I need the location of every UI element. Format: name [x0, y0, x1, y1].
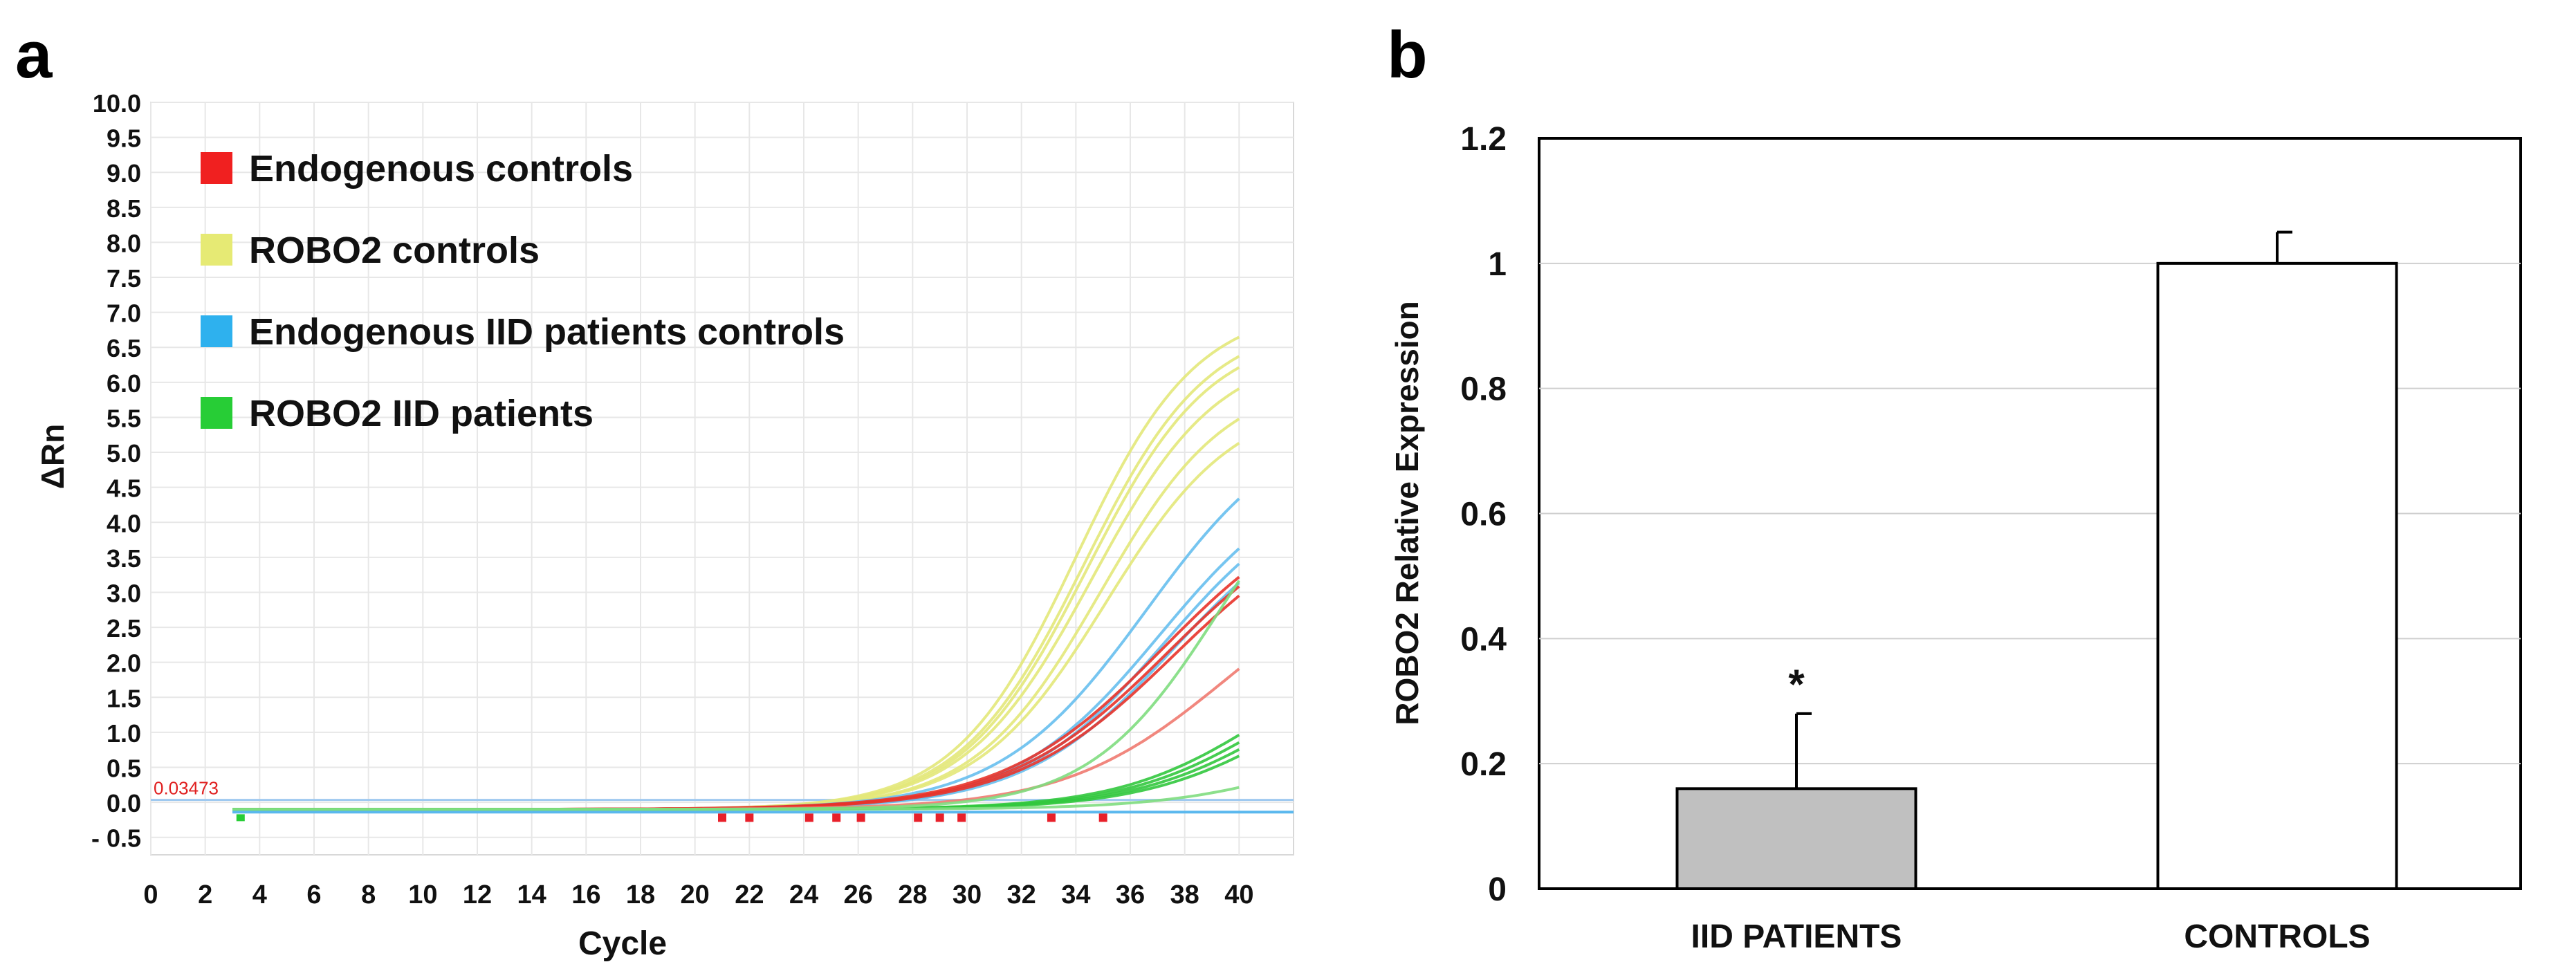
- panel-a-amplification-plot: 0.03473 - 0.5 0.0 0.5 1.0 1.5 2.0 2.5 3.0 3.5 4.0…: [35, 89, 1294, 962]
- panel-a-y-axis-label: ΔRn: [35, 424, 71, 489]
- y-tick-label: 8.0: [107, 229, 141, 257]
- panel-a-plot-area: [150, 102, 1294, 856]
- panel-b-x-ticks: IID PATIENTS CONTROLS: [1691, 918, 2371, 955]
- x-tick-label: 16: [571, 880, 600, 909]
- amplification-curve: [232, 786, 1240, 811]
- legend-label: Endogenous controls: [249, 148, 633, 189]
- x-category-label: IID PATIENTS: [1691, 918, 1902, 955]
- legend-swatch: [201, 234, 232, 266]
- panel-a-y-ticks: - 0.5 0.0 0.5 1.0 1.5 2.0 2.5 3.0 3.5 4.0 4.5 5.0 5.…: [91, 89, 141, 853]
- bar-controls: [2156, 261, 2398, 891]
- y-tick-label: 3.0: [107, 579, 141, 607]
- panel-a-x-axis-label: Cycle: [578, 925, 667, 962]
- x-tick-label: 26: [844, 880, 873, 909]
- ct-marker: [832, 813, 841, 822]
- legend-swatch: [201, 397, 232, 429]
- x-tick-label: 14: [517, 880, 546, 909]
- panel-b-y-axis-label: ROBO2 Relative Expression: [1389, 301, 1425, 725]
- x-tick-label: 30: [953, 880, 982, 909]
- x-tick-label: 2: [198, 880, 212, 909]
- y-tick-label: - 0.5: [91, 824, 141, 853]
- bar-iid-patients: [1675, 787, 1917, 891]
- panel-b-bar-chart: * 0 0.2 0.4 0.6 0.8 1 1.2 IID PATIENTS CONTROLS…: [1389, 121, 2522, 955]
- y-tick-label: 2.5: [107, 614, 141, 642]
- y-tick-label: 4.0: [107, 509, 141, 537]
- panel-b-error-bars: *: [1788, 230, 2292, 789]
- y-tick-label: 0.4: [1460, 621, 1507, 658]
- ct-marker: [957, 813, 966, 822]
- ct-marker: [935, 813, 944, 822]
- x-tick-label: 10: [408, 880, 437, 909]
- x-tick-label: 8: [361, 880, 376, 909]
- legend-label: ROBO2 controls: [249, 230, 540, 271]
- legend-swatch: [201, 315, 232, 347]
- ct-marker: [856, 813, 865, 822]
- y-tick-label: 5.5: [107, 404, 141, 432]
- legend-swatch: [201, 152, 232, 184]
- y-tick-label: 9.0: [107, 159, 141, 187]
- x-tick-label: 34: [1061, 880, 1090, 909]
- x-tick-label: 12: [463, 880, 492, 909]
- y-tick-label: 1: [1488, 246, 1507, 283]
- y-tick-label: 9.5: [107, 124, 141, 153]
- y-tick-label: 10.0: [93, 89, 141, 118]
- y-tick-label: 0: [1488, 871, 1507, 908]
- y-tick-label: 2.0: [107, 649, 141, 678]
- panel-label-b: b: [1387, 18, 1428, 92]
- panel-label-a: a: [15, 18, 53, 92]
- x-tick-label: 32: [1007, 880, 1036, 909]
- ct-marker: [718, 813, 726, 822]
- y-tick-label: 6.5: [107, 334, 141, 362]
- x-category-label: CONTROLS: [2184, 918, 2370, 955]
- ct-marker: [914, 813, 923, 822]
- y-tick-label: 1.0: [107, 719, 141, 748]
- y-tick-label: 8.5: [107, 194, 141, 223]
- x-tick-label: 0: [143, 880, 158, 909]
- y-tick-label: 5.0: [107, 439, 141, 468]
- threshold-label: 0.03473: [154, 778, 219, 799]
- y-tick-label: 0.5: [107, 754, 141, 782]
- x-tick-label: 6: [306, 880, 321, 909]
- y-tick-label: 6.0: [107, 369, 141, 398]
- x-tick-label: 18: [626, 880, 655, 909]
- ct-marker: [1047, 813, 1056, 822]
- panel-b-bars: [1675, 261, 2398, 891]
- x-tick-label: 4: [252, 880, 267, 909]
- panel-a-grid: [150, 102, 1294, 855]
- ct-marker: [1098, 813, 1107, 822]
- x-tick-label: 38: [1170, 880, 1199, 909]
- panel-a-x-ticks: 0 2 4 6 8 10 12 14 16 18 20 22 24 26 28 30 32 34 36 38 40: [143, 880, 1253, 909]
- x-tick-label: 22: [735, 880, 764, 909]
- x-tick-label: 40: [1224, 880, 1253, 909]
- ct-marker: [804, 813, 813, 822]
- y-tick-label: 4.5: [107, 474, 141, 503]
- panel-a-series: [232, 335, 1294, 814]
- y-tick-label: 0.0: [107, 789, 141, 817]
- panel-a-legend: Endogenous controls ROBO2 controls Endogen…: [201, 148, 845, 434]
- x-tick-label: 20: [681, 880, 710, 909]
- legend-label: ROBO2 IID patients: [249, 393, 594, 434]
- x-tick-label: 24: [789, 880, 818, 909]
- x-tick-label: 36: [1116, 880, 1145, 909]
- y-tick-label: 0.8: [1460, 371, 1507, 408]
- y-tick-label: 7.5: [107, 264, 141, 293]
- significance-marker: *: [1788, 661, 1805, 708]
- y-tick-label: 0.2: [1460, 746, 1507, 783]
- panel-a-threshold: 0.03473: [151, 778, 1294, 802]
- y-tick-label: 0.6: [1460, 497, 1507, 533]
- ct-marker: [236, 814, 245, 822]
- legend-label: Endogenous IID patients controls: [249, 311, 845, 353]
- y-tick-label: 3.5: [107, 544, 141, 573]
- panel-a-ct-markers: [236, 813, 1107, 822]
- x-tick-label: 28: [898, 880, 927, 909]
- panel-b-y-ticks: 0 0.2 0.4 0.6 0.8 1 1.2: [1460, 121, 1507, 908]
- y-tick-label: 1.5: [107, 684, 141, 712]
- y-tick-label: 1.2: [1460, 121, 1507, 158]
- y-tick-label: 7.0: [107, 299, 141, 328]
- ct-marker: [745, 813, 754, 822]
